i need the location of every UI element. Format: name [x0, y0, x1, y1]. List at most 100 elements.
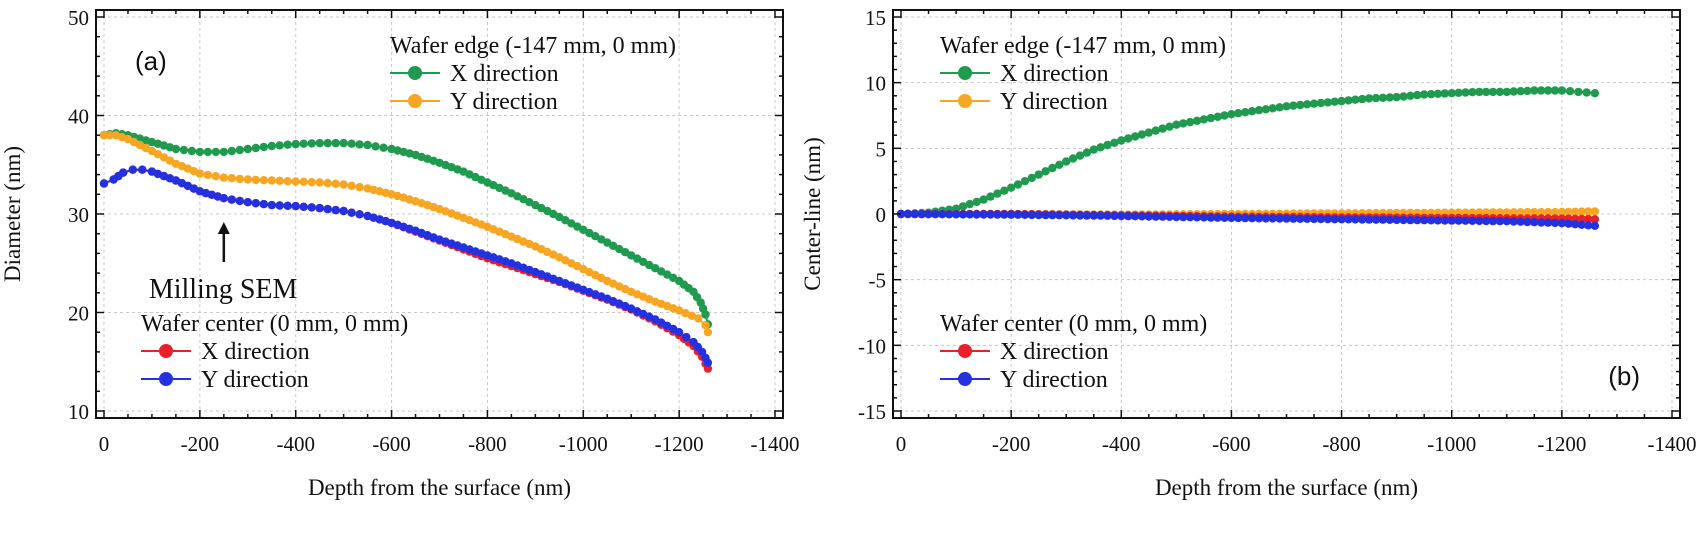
data-point — [315, 138, 324, 148]
x-tick-label: -1000 — [1427, 432, 1476, 456]
data-point — [291, 201, 300, 211]
x-tick-label: -1400 — [1648, 432, 1697, 456]
data-point — [1254, 106, 1264, 115]
data-point — [267, 200, 276, 210]
data-point — [347, 181, 356, 190]
data-point — [211, 172, 220, 181]
data-point — [1420, 216, 1429, 225]
x-tick-label: -1200 — [1537, 432, 1586, 456]
data-point — [138, 165, 147, 174]
legend-swatch-marker — [159, 372, 173, 386]
data-point — [1530, 86, 1539, 95]
data-point — [1406, 91, 1415, 101]
x-axis-label: Depth from the surface (nm) — [308, 475, 571, 500]
data-point — [1564, 207, 1573, 217]
data-point — [1364, 215, 1374, 224]
data-point — [1537, 208, 1546, 217]
data-point — [211, 147, 220, 157]
data-point — [1378, 215, 1388, 224]
data-point — [1041, 167, 1050, 176]
data-point — [1144, 128, 1154, 137]
data-point — [1371, 215, 1381, 224]
data-point — [682, 332, 691, 342]
x-tick-label: -1200 — [655, 432, 704, 456]
data-point — [1303, 100, 1312, 109]
data-point — [1034, 210, 1043, 220]
data-point — [1530, 208, 1539, 217]
y-tick-label: 5 — [876, 137, 887, 161]
panel-b-centerline-chart: 0 -200 -400 -600 -800 -1000 -1200 -1400 -15 -10 -5… — [800, 6, 1697, 500]
data-point — [235, 145, 244, 155]
y-axis-label: Diameter (nm) — [0, 146, 25, 282]
data-point — [1364, 94, 1374, 103]
data-point — [171, 144, 181, 154]
data-point — [1048, 210, 1057, 220]
x-tick-label: -400 — [1102, 432, 1141, 456]
data-point — [1582, 88, 1591, 97]
data-point — [1433, 89, 1443, 99]
data-point — [283, 140, 292, 149]
data-point — [931, 210, 940, 219]
legend-entry-label: X direction — [1000, 61, 1109, 87]
data-point — [1337, 215, 1346, 224]
data-point — [986, 192, 995, 201]
data-point — [1296, 214, 1305, 223]
data-point — [972, 197, 981, 207]
data-point — [1488, 87, 1498, 97]
data-point — [1220, 213, 1229, 222]
data-point — [979, 195, 988, 204]
data-point — [1013, 210, 1023, 219]
data-point — [1062, 157, 1071, 166]
data-point — [1330, 97, 1339, 106]
data-point — [1550, 86, 1560, 95]
data-point — [1523, 86, 1532, 96]
data-point — [1590, 221, 1600, 230]
data-point — [1179, 119, 1188, 128]
data-point — [1261, 214, 1271, 223]
data-point — [1433, 216, 1443, 225]
data-point — [1488, 208, 1498, 217]
data-point — [128, 165, 137, 174]
data-point — [1530, 218, 1539, 227]
data-point — [1048, 163, 1057, 173]
data-point — [979, 210, 988, 219]
data-point — [275, 201, 284, 210]
data-point — [1117, 136, 1126, 145]
data-point — [1420, 90, 1429, 99]
data-point — [1275, 214, 1284, 223]
data-point — [701, 321, 710, 330]
data-point — [1172, 120, 1181, 129]
data-point — [1468, 88, 1477, 97]
data-point — [1006, 210, 1016, 219]
data-point — [1557, 207, 1567, 217]
data-point — [227, 174, 236, 183]
data-point — [219, 147, 228, 157]
data-point — [1564, 219, 1573, 228]
data-point — [910, 209, 919, 219]
legend-entry-label: Y direction — [201, 367, 309, 393]
data-point — [1516, 208, 1525, 217]
data-point — [1454, 216, 1463, 225]
data-point — [1137, 130, 1147, 139]
data-point — [1075, 151, 1085, 160]
data-point — [681, 309, 690, 318]
data-point — [1247, 214, 1257, 223]
y-tick-label: 50 — [68, 6, 89, 30]
data-point — [379, 143, 388, 152]
legend-title: Wafer edge (-147 mm, 0 mm) — [940, 33, 1226, 59]
data-point — [965, 199, 974, 209]
data-point — [1385, 93, 1395, 102]
y-tick-label: 30 — [68, 203, 89, 227]
data-point — [1165, 212, 1174, 221]
data-point — [1537, 86, 1546, 95]
data-point — [323, 178, 332, 188]
data-point — [315, 178, 324, 187]
data-point — [1523, 208, 1532, 217]
data-point — [251, 199, 260, 208]
data-point — [1385, 215, 1395, 224]
data-point — [355, 182, 364, 192]
data-point — [1337, 96, 1346, 106]
data-point — [1172, 212, 1181, 222]
data-point — [1371, 93, 1381, 103]
data-point — [1495, 208, 1505, 217]
